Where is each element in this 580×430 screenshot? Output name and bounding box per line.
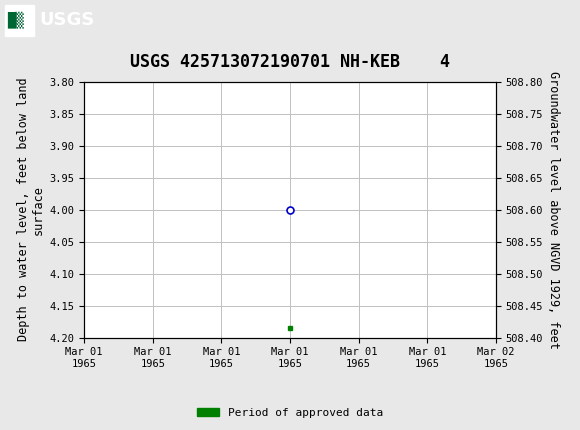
Text: █▒: █▒ [8, 11, 24, 28]
Text: USGS 425713072190701 NH-KEB    4: USGS 425713072190701 NH-KEB 4 [130, 53, 450, 71]
Y-axis label: Groundwater level above NGVD 1929, feet: Groundwater level above NGVD 1929, feet [548, 71, 560, 349]
Legend: Period of approved data: Period of approved data [193, 403, 387, 422]
Text: USGS: USGS [39, 11, 95, 29]
Y-axis label: Depth to water level, feet below land
surface: Depth to water level, feet below land su… [17, 78, 45, 341]
FancyBboxPatch shape [5, 5, 34, 36]
